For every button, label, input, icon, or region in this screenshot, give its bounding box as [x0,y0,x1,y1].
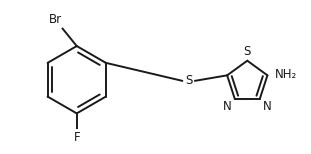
Text: N: N [263,100,272,113]
Text: N: N [223,100,232,113]
Text: F: F [73,131,80,144]
Text: Br: Br [49,14,62,26]
Text: NH₂: NH₂ [275,68,297,81]
Text: S: S [244,45,251,58]
Text: S: S [185,74,192,87]
